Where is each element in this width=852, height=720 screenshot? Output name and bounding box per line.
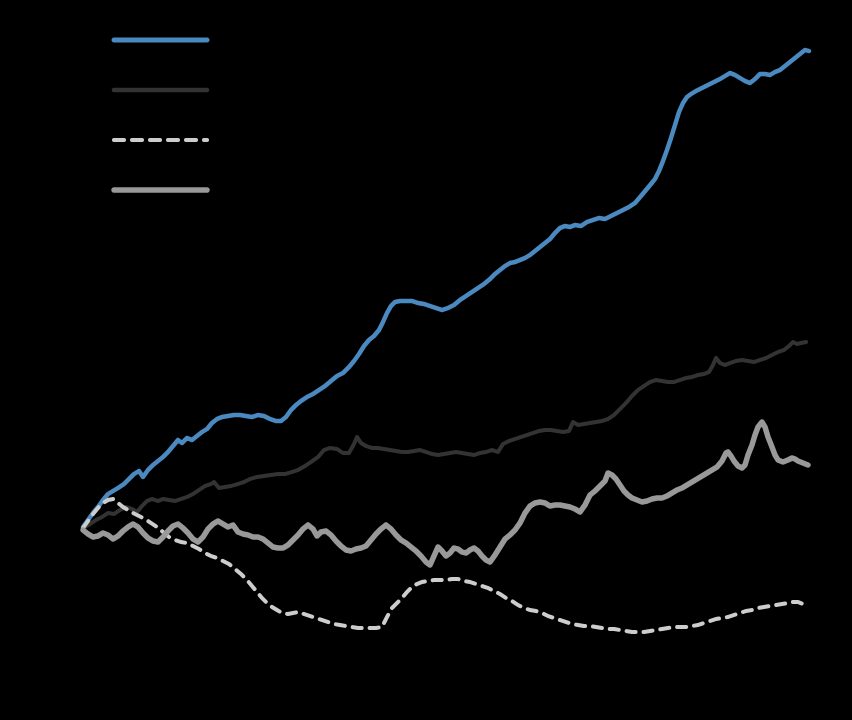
light-gray-dashed-series-line [81, 497, 809, 634]
series-lines [80, 47, 812, 634]
legend [111, 37, 210, 193]
dark-gray-series-line [81, 340, 808, 530]
gray-series-line [80, 419, 811, 568]
blue-series-line [80, 47, 812, 530]
